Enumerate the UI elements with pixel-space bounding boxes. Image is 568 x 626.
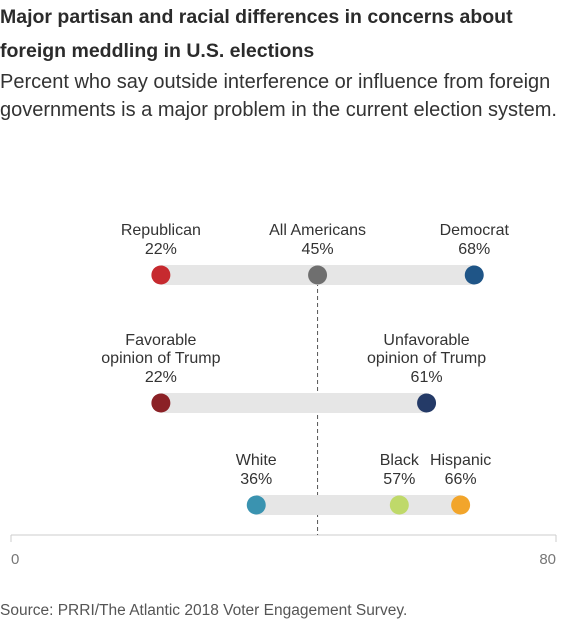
chart-labels-layer: 22% Republican 45% All Americans 68% Democrat… bbox=[101, 222, 509, 488]
category-label: White bbox=[236, 452, 277, 469]
dot-black bbox=[389, 495, 409, 515]
x-tick-label: 0 bbox=[11, 551, 19, 568]
range-bar bbox=[160, 393, 427, 413]
value-label: 61% bbox=[411, 369, 443, 386]
category-label: Republican bbox=[121, 222, 201, 239]
dot-republican bbox=[151, 265, 171, 285]
value-label: 36% bbox=[240, 471, 272, 488]
category-label: Hispanic bbox=[430, 452, 491, 469]
dot-unfavorable-opinion-of-trump bbox=[417, 393, 437, 413]
dot-favorable-opinion-of-trump bbox=[151, 393, 171, 413]
category-label: All Americans bbox=[269, 222, 366, 239]
chart-grid-layer: 0 80 bbox=[10, 275, 557, 568]
value-label: 45% bbox=[302, 241, 334, 258]
category-label: Favorable bbox=[125, 332, 196, 349]
source-note: Source: PRRI/The Atlantic 2018 Voter Eng… bbox=[0, 602, 408, 619]
dot-hispanic bbox=[451, 495, 471, 515]
dot-democrat bbox=[464, 265, 484, 285]
x-tick-label: 80 bbox=[539, 551, 556, 568]
category-label: opinion of Trump bbox=[367, 350, 486, 367]
range-bar bbox=[256, 495, 461, 515]
dot-all-americans bbox=[308, 265, 328, 285]
dot-white bbox=[246, 495, 266, 515]
chart-bars-layer bbox=[160, 265, 475, 515]
value-label: 66% bbox=[445, 471, 477, 488]
chart-title: Major partisan and racial differences in… bbox=[0, 6, 513, 62]
category-label: Black bbox=[380, 452, 420, 469]
category-label: Democrat bbox=[440, 222, 510, 239]
value-label: 57% bbox=[383, 471, 415, 488]
chart-subtitle: Percent who say outside interference or … bbox=[0, 71, 557, 121]
value-label: 22% bbox=[145, 241, 177, 258]
category-label: Unfavorable bbox=[383, 332, 469, 349]
value-label: 68% bbox=[458, 241, 490, 258]
chart-dots-layer bbox=[151, 265, 484, 515]
value-label: 22% bbox=[145, 369, 177, 386]
category-label: opinion of Trump bbox=[101, 350, 220, 367]
